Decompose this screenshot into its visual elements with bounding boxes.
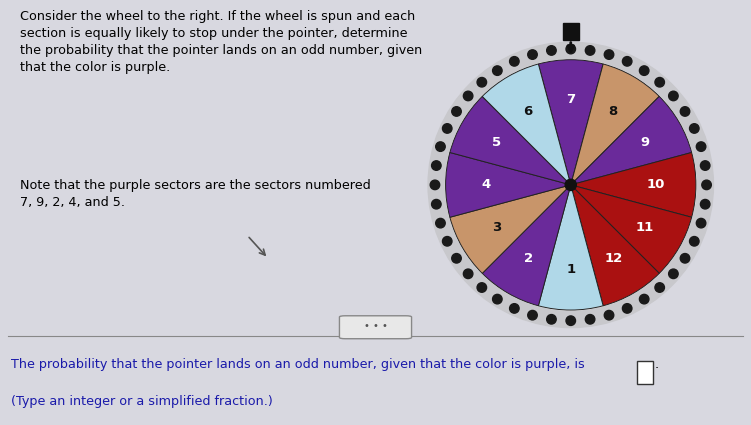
Circle shape	[696, 142, 706, 151]
Text: 9: 9	[640, 136, 649, 149]
Text: The probability that the pointer lands on an odd number, given that the color is: The probability that the pointer lands o…	[11, 358, 585, 371]
Circle shape	[432, 161, 441, 170]
Bar	[637, 361, 653, 384]
Circle shape	[566, 44, 575, 54]
Circle shape	[585, 314, 595, 324]
Text: Note that the purple sectors are the sectors numbered
7, 9, 2, 4, and 5.: Note that the purple sectors are the sec…	[20, 179, 371, 209]
Circle shape	[701, 161, 710, 170]
Wedge shape	[538, 185, 603, 310]
Circle shape	[436, 218, 445, 228]
Circle shape	[565, 179, 577, 190]
Text: 4: 4	[481, 178, 490, 191]
Text: Consider the wheel to the right. If the wheel is spun and each
section is equall: Consider the wheel to the right. If the …	[20, 10, 422, 74]
Bar	[562, 23, 579, 40]
Circle shape	[605, 310, 614, 320]
Circle shape	[463, 91, 473, 101]
Circle shape	[668, 269, 678, 278]
Circle shape	[428, 42, 713, 328]
Text: • • •: • • •	[363, 321, 388, 331]
Circle shape	[605, 50, 614, 60]
Text: 1: 1	[566, 264, 575, 277]
Wedge shape	[482, 64, 571, 185]
Circle shape	[445, 60, 696, 310]
Circle shape	[623, 57, 632, 66]
Circle shape	[689, 124, 699, 133]
Circle shape	[442, 237, 452, 246]
Text: 8: 8	[609, 105, 618, 118]
Wedge shape	[571, 96, 692, 185]
Circle shape	[510, 57, 519, 66]
Wedge shape	[571, 185, 659, 306]
Circle shape	[452, 254, 461, 263]
Circle shape	[623, 303, 632, 313]
Circle shape	[639, 66, 649, 75]
Circle shape	[528, 50, 537, 60]
Text: .: .	[655, 358, 659, 371]
Wedge shape	[445, 153, 571, 217]
Circle shape	[452, 107, 461, 116]
Circle shape	[701, 199, 710, 209]
Circle shape	[680, 107, 689, 116]
Text: 7: 7	[566, 93, 575, 106]
Wedge shape	[450, 185, 571, 273]
Circle shape	[547, 46, 556, 55]
Circle shape	[689, 237, 699, 246]
Text: 3: 3	[493, 221, 502, 234]
Circle shape	[493, 66, 502, 75]
Circle shape	[432, 199, 441, 209]
Circle shape	[639, 295, 649, 304]
Circle shape	[680, 254, 689, 263]
Wedge shape	[450, 96, 571, 185]
Text: 6: 6	[523, 105, 532, 118]
Circle shape	[655, 77, 665, 87]
Circle shape	[528, 310, 537, 320]
Text: (Type an integer or a simplified fraction.): (Type an integer or a simplified fractio…	[11, 395, 273, 408]
Circle shape	[655, 283, 665, 292]
Circle shape	[566, 316, 575, 326]
Circle shape	[477, 283, 487, 292]
Circle shape	[547, 314, 556, 324]
Circle shape	[442, 124, 452, 133]
Wedge shape	[571, 153, 696, 217]
Wedge shape	[571, 64, 659, 185]
Circle shape	[510, 303, 519, 313]
Text: 11: 11	[635, 221, 653, 234]
Text: 10: 10	[647, 178, 665, 191]
Circle shape	[701, 180, 711, 190]
Circle shape	[463, 269, 473, 278]
Wedge shape	[538, 60, 603, 185]
Circle shape	[585, 46, 595, 55]
Wedge shape	[571, 185, 692, 273]
Circle shape	[430, 180, 440, 190]
Text: 12: 12	[605, 252, 623, 265]
Circle shape	[696, 218, 706, 228]
Circle shape	[436, 142, 445, 151]
FancyBboxPatch shape	[339, 316, 412, 339]
Circle shape	[477, 77, 487, 87]
Circle shape	[493, 295, 502, 304]
Text: 5: 5	[493, 136, 502, 149]
Wedge shape	[482, 185, 571, 306]
Circle shape	[668, 91, 678, 101]
Text: 2: 2	[523, 252, 532, 265]
